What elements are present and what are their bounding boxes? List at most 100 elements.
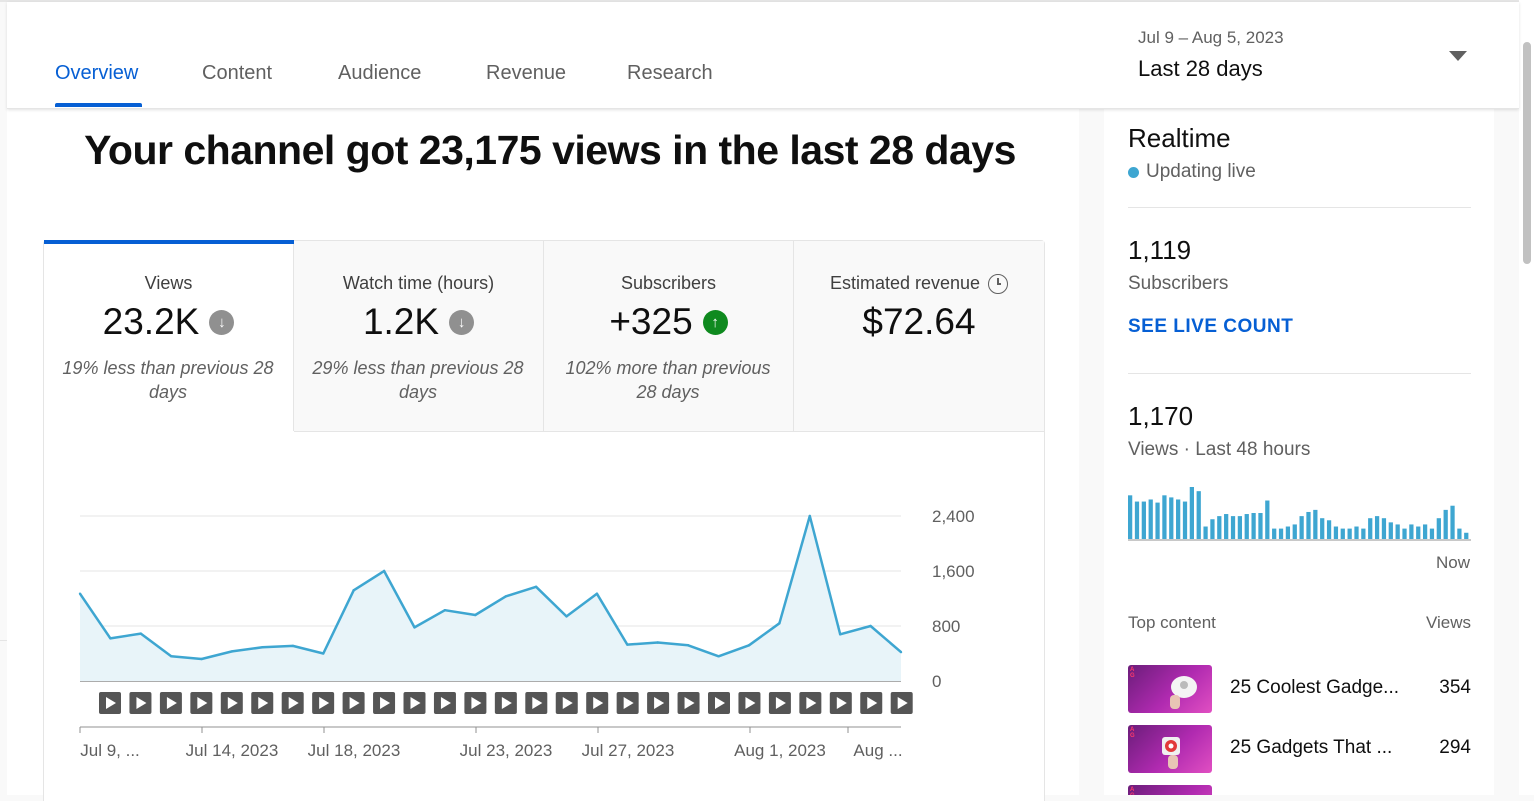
realtime-bar[interactable]: [1237, 516, 1243, 539]
realtime-bar[interactable]: [1306, 511, 1311, 539]
video-marker-icon[interactable]: [403, 692, 426, 714]
video-marker-icon[interactable]: [433, 692, 456, 714]
realtime-bar[interactable]: [1258, 513, 1263, 539]
video-marker-icon[interactable]: [312, 692, 335, 714]
video-marker-icon[interactable]: [99, 692, 121, 714]
realtime-bar[interactable]: [1361, 528, 1366, 539]
realtime-bar[interactable]: [1203, 526, 1208, 539]
realtime-bar[interactable]: [1450, 505, 1455, 539]
realtime-bar[interactable]: [1278, 528, 1284, 539]
video-marker-icon[interactable]: [616, 692, 639, 714]
metric-tab-views[interactable]: Views 23.2K ↓ 19% less than previous 28 …: [44, 240, 294, 431]
top-content-row[interactable]: AG: [1128, 785, 1471, 795]
tab-revenue[interactable]: Revenue: [486, 62, 567, 84]
video-marker-icon[interactable]: [860, 692, 883, 714]
realtime-bar[interactable]: [1285, 526, 1291, 539]
video-marker-icon[interactable]: [251, 692, 274, 714]
video-marker-icon[interactable]: [342, 692, 365, 714]
realtime-bar[interactable]: [1422, 524, 1428, 539]
metric-tab-revenue[interactable]: Estimated revenue $72.64: [794, 241, 1044, 432]
realtime-bar[interactable]: [1155, 502, 1160, 539]
realtime-bar[interactable]: [1176, 499, 1181, 539]
realtime-bar[interactable]: [1354, 526, 1359, 539]
realtime-bar[interactable]: [1320, 518, 1325, 539]
realtime-bar[interactable]: [1244, 514, 1249, 539]
video-marker-icon[interactable]: [525, 692, 548, 714]
video-title[interactable]: 25 Gadgets That ...: [1230, 737, 1393, 758]
metric-tab-watch-time[interactable]: Watch time (hours) 1.2K ↓ 29% less than …: [294, 241, 544, 432]
tab-research[interactable]: Research: [627, 62, 713, 84]
video-marker-icon[interactable]: [677, 692, 700, 714]
realtime-bar[interactable]: [1217, 516, 1222, 539]
video-marker-icon[interactable]: [738, 692, 761, 714]
realtime-bar[interactable]: [1128, 495, 1133, 539]
realtime-bar[interactable]: [1395, 524, 1400, 539]
video-marker-icon[interactable]: [159, 692, 182, 714]
video-marker-icon[interactable]: [281, 692, 304, 714]
video-marker-icon[interactable]: [799, 692, 822, 714]
realtime-bar[interactable]: [1182, 501, 1188, 539]
video-marker-icon[interactable]: [373, 692, 396, 714]
video-title[interactable]: 25 Coolest Gadge...: [1230, 677, 1399, 698]
realtime-bar[interactable]: [1381, 518, 1387, 539]
realtime-bar[interactable]: [1189, 487, 1194, 539]
realtime-bar[interactable]: [1464, 532, 1469, 539]
realtime-bar[interactable]: [1368, 518, 1373, 539]
video-marker-icon[interactable]: [890, 692, 913, 714]
video-marker-icon[interactable]: [220, 692, 243, 714]
scrollbar-thumb[interactable]: [1523, 42, 1531, 264]
video-marker-icon[interactable]: [647, 692, 670, 714]
realtime-bar[interactable]: [1388, 522, 1393, 539]
video-marker-icon[interactable]: [555, 692, 578, 714]
realtime-bar[interactable]: [1347, 528, 1352, 539]
realtime-bar[interactable]: [1443, 509, 1448, 539]
realtime-bar[interactable]: [1409, 524, 1414, 539]
tab-content[interactable]: Content: [202, 62, 273, 84]
realtime-bar[interactable]: [1429, 528, 1435, 539]
metric-label: Estimated revenue: [829, 273, 981, 293]
realtime-bar[interactable]: [1326, 520, 1332, 539]
realtime-bar[interactable]: [1224, 514, 1229, 539]
realtime-bar[interactable]: [1272, 528, 1277, 539]
tab-overview[interactable]: Overview: [55, 62, 139, 84]
realtime-bar[interactable]: [1313, 509, 1318, 539]
video-thumbnail[interactable]: AG: [1128, 785, 1212, 795]
realtime-bar[interactable]: [1196, 491, 1201, 539]
realtime-bar[interactable]: [1134, 501, 1140, 539]
realtime-bar[interactable]: [1292, 524, 1297, 539]
video-marker-icon[interactable]: [586, 692, 609, 714]
realtime-bar[interactable]: [1148, 499, 1153, 539]
clock-icon[interactable]: [988, 274, 1009, 295]
realtime-bar[interactable]: [1141, 501, 1146, 539]
now-label: Now: [1436, 553, 1471, 572]
tab-audience[interactable]: Audience: [338, 62, 422, 84]
realtime-bar[interactable]: [1416, 526, 1421, 539]
realtime-bar[interactable]: [1299, 516, 1304, 539]
realtime-bar[interactable]: [1436, 518, 1441, 539]
realtime-bar[interactable]: [1230, 516, 1236, 539]
realtime-bar[interactable]: [1374, 516, 1380, 539]
video-marker-icon[interactable]: [829, 692, 852, 714]
video-marker-icon[interactable]: [768, 692, 791, 714]
video-marker-icon[interactable]: [708, 692, 730, 714]
realtime-bar[interactable]: [1333, 526, 1339, 539]
realtime-bar[interactable]: [1340, 528, 1345, 539]
realtime-bar[interactable]: [1169, 497, 1174, 539]
realtime-bar[interactable]: [1457, 528, 1462, 539]
see-live-count-link[interactable]: SEE LIVE COUNT: [1128, 316, 1294, 337]
realtime-bar[interactable]: [1265, 500, 1270, 539]
realtime-bar[interactable]: [1402, 528, 1407, 539]
video-marker-icon[interactable]: [129, 692, 152, 714]
metric-tab-subscribers[interactable]: Subscribers +325 ↑ 102% more than previo…: [544, 241, 794, 432]
video-marker-icon[interactable]: [464, 692, 487, 714]
realtime-bar[interactable]: [1210, 519, 1215, 539]
video-marker-icon[interactable]: [494, 692, 517, 714]
realtime-bar[interactable]: [1251, 513, 1256, 539]
dropdown-caret-icon[interactable]: [1449, 51, 1467, 61]
realtime-bar[interactable]: [1162, 495, 1167, 539]
video-marker-icon[interactable]: [190, 692, 213, 714]
